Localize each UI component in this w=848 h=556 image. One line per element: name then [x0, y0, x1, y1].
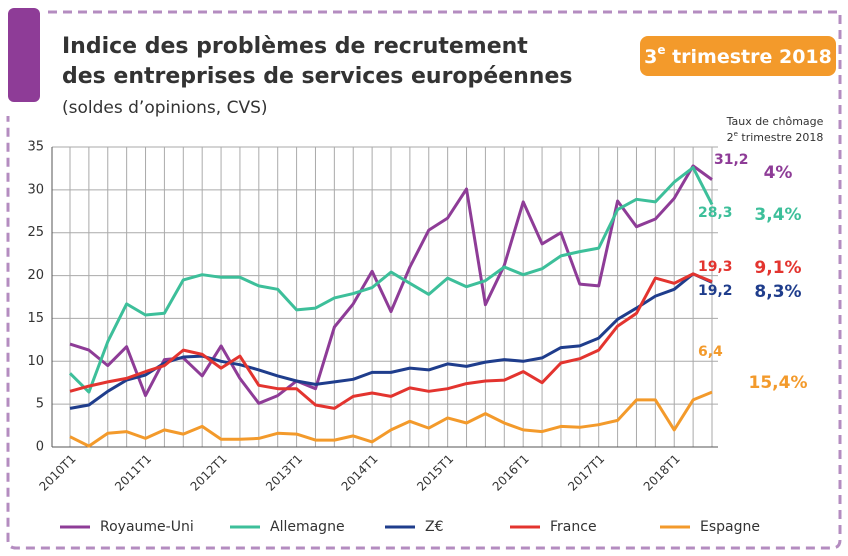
y-tick-label: 35 [27, 140, 44, 155]
series-line [69, 390, 713, 448]
side-sup: e [734, 130, 738, 138]
frame [6, 10, 842, 550]
side-number: 2 [727, 131, 734, 144]
y-tick-label: 20 [27, 268, 44, 283]
legend-label: Z€ [425, 519, 444, 535]
legend-label: Allemagne [270, 519, 345, 535]
tab [8, 8, 40, 102]
y-tick-label: 15 [27, 311, 44, 326]
badge-number: 3 [644, 46, 657, 68]
badge-rest: trimestre 2018 [665, 46, 831, 68]
end-label: 31,2 [714, 152, 749, 168]
legend-label: Royaume-Uni [100, 519, 194, 535]
end-label: 19,3 [698, 259, 733, 275]
unemployment-label: 8,3% [754, 282, 801, 302]
x-tick-label: 2014T1 [339, 452, 381, 494]
x-tick-label: 2013T1 [263, 452, 305, 494]
badge [640, 36, 836, 76]
end-label: 6,4 [698, 344, 723, 360]
x-tick-label: 2012T1 [188, 452, 230, 494]
y-tick-label: 30 [27, 182, 44, 197]
side-rest: trimestre 2018 [738, 131, 823, 144]
side-title: 2e trimestre 2018 [727, 130, 824, 144]
legend-label: Espagne [700, 519, 760, 535]
unemployment-label: 15,4% [749, 373, 808, 393]
x-tick-label: 2011T1 [112, 452, 154, 494]
x-tick-label: 2018T1 [641, 452, 683, 494]
series-line [69, 272, 713, 410]
x-tick-label: 2010T1 [37, 452, 79, 494]
side-title: Taux de chômage [726, 115, 824, 128]
unemployment-label: 3,4% [754, 205, 801, 225]
y-tick-label: 25 [27, 225, 44, 240]
end-label: 28,3 [698, 205, 733, 221]
title: des entreprises de services européennes [62, 64, 572, 89]
x-tick-label: 2015T1 [414, 452, 456, 494]
badge-text: 3e trimestre 2018 [644, 43, 832, 68]
unemployment-label: 9,1% [754, 258, 801, 278]
end-label: 19,2 [698, 283, 733, 299]
x-tick-label: 2017T1 [565, 452, 607, 494]
subtitle: (soldes d’opinions, CVS) [62, 98, 268, 118]
unemployment-label: 4% [764, 163, 793, 183]
legend-label: France [550, 519, 597, 535]
y-tick-label: 10 [27, 354, 44, 369]
title: Indice des problèmes de recrutement [62, 34, 528, 59]
series-line [69, 272, 713, 410]
x-tick-label: 2016T1 [490, 452, 532, 494]
series-line [68, 166, 714, 394]
y-tick-label: 5 [36, 397, 44, 412]
y-tick-label: 0 [36, 440, 44, 455]
badge-sup: e [657, 43, 665, 57]
